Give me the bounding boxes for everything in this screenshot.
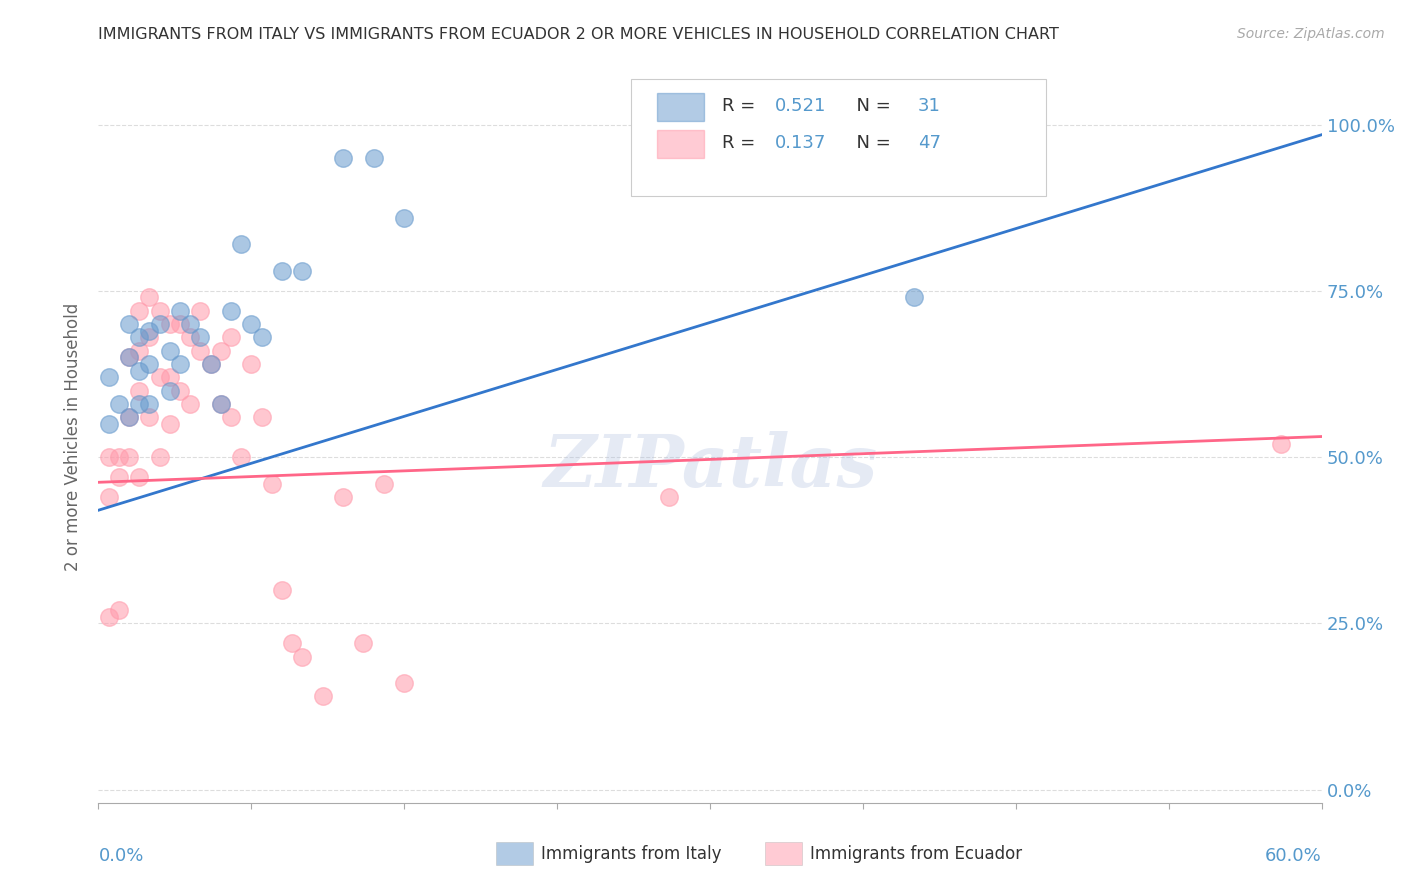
Point — [188, 330, 212, 344]
Point — [373, 476, 395, 491]
Point — [149, 303, 172, 318]
Point — [149, 317, 172, 331]
Point — [209, 343, 232, 358]
Point — [108, 470, 131, 484]
Point — [270, 264, 294, 278]
Point — [658, 490, 681, 504]
Point — [392, 211, 416, 225]
Point — [149, 370, 172, 384]
Point — [138, 397, 160, 411]
Point — [159, 417, 181, 431]
Point — [332, 490, 354, 504]
Point — [231, 237, 253, 252]
Point — [128, 363, 150, 377]
Text: 47: 47 — [918, 134, 941, 152]
FancyBboxPatch shape — [765, 841, 801, 865]
FancyBboxPatch shape — [630, 78, 1046, 195]
Point — [159, 370, 181, 384]
Y-axis label: 2 or more Vehicles in Household: 2 or more Vehicles in Household — [65, 303, 83, 571]
Point — [128, 397, 150, 411]
Point — [128, 303, 150, 318]
Point — [108, 450, 131, 464]
Point — [260, 476, 283, 491]
Point — [128, 470, 150, 484]
Point — [169, 303, 191, 318]
Point — [179, 317, 201, 331]
Text: 60.0%: 60.0% — [1265, 847, 1322, 864]
Point — [240, 357, 263, 371]
Point — [159, 384, 181, 398]
FancyBboxPatch shape — [658, 94, 704, 121]
Point — [219, 330, 242, 344]
Point — [138, 290, 160, 304]
Point — [332, 151, 354, 165]
Point — [118, 450, 141, 464]
Text: R =: R = — [723, 97, 761, 115]
Text: N =: N = — [845, 134, 896, 152]
Point — [138, 330, 160, 344]
Point — [1270, 436, 1292, 450]
Text: 0.521: 0.521 — [775, 97, 827, 115]
Point — [128, 384, 150, 398]
Point — [179, 397, 201, 411]
Point — [291, 264, 314, 278]
Point — [169, 384, 191, 398]
Point — [159, 317, 181, 331]
Point — [138, 357, 160, 371]
Point — [159, 343, 181, 358]
Text: IMMIGRANTS FROM ITALY VS IMMIGRANTS FROM ECUADOR 2 OR MORE VEHICLES IN HOUSEHOLD: IMMIGRANTS FROM ITALY VS IMMIGRANTS FROM… — [98, 27, 1059, 42]
Text: Immigrants from Ecuador: Immigrants from Ecuador — [810, 845, 1022, 863]
Point — [118, 317, 141, 331]
Point — [200, 357, 222, 371]
Point — [97, 417, 120, 431]
Point — [149, 450, 172, 464]
Point — [108, 397, 131, 411]
Point — [240, 317, 263, 331]
Point — [179, 330, 201, 344]
Point — [392, 676, 416, 690]
Point — [209, 397, 232, 411]
Text: 31: 31 — [918, 97, 941, 115]
Point — [200, 357, 222, 371]
Point — [363, 151, 385, 165]
Point — [209, 397, 232, 411]
Point — [118, 410, 141, 425]
Point — [128, 343, 150, 358]
Point — [250, 410, 273, 425]
Text: Immigrants from Italy: Immigrants from Italy — [541, 845, 721, 863]
Point — [128, 330, 150, 344]
Point — [169, 357, 191, 371]
Point — [188, 343, 212, 358]
Point — [231, 450, 253, 464]
Point — [291, 649, 314, 664]
Point — [219, 303, 242, 318]
Point — [97, 490, 120, 504]
Point — [352, 636, 374, 650]
Point — [118, 351, 141, 365]
Point — [138, 410, 160, 425]
Text: N =: N = — [845, 97, 896, 115]
FancyBboxPatch shape — [658, 130, 704, 158]
Text: 0.0%: 0.0% — [98, 847, 143, 864]
Point — [169, 317, 191, 331]
Text: 0.137: 0.137 — [775, 134, 827, 152]
Point — [138, 324, 160, 338]
Point — [281, 636, 304, 650]
Point — [97, 609, 120, 624]
Point — [270, 582, 294, 597]
Point — [108, 603, 131, 617]
Point — [118, 410, 141, 425]
Text: Source: ZipAtlas.com: Source: ZipAtlas.com — [1237, 27, 1385, 41]
Text: ZIPatlas: ZIPatlas — [543, 431, 877, 502]
Point — [312, 690, 335, 704]
Point — [188, 303, 212, 318]
FancyBboxPatch shape — [496, 841, 533, 865]
Point — [97, 450, 120, 464]
Point — [118, 351, 141, 365]
Text: R =: R = — [723, 134, 761, 152]
Point — [250, 330, 273, 344]
Point — [97, 370, 120, 384]
Point — [903, 290, 925, 304]
Point — [219, 410, 242, 425]
